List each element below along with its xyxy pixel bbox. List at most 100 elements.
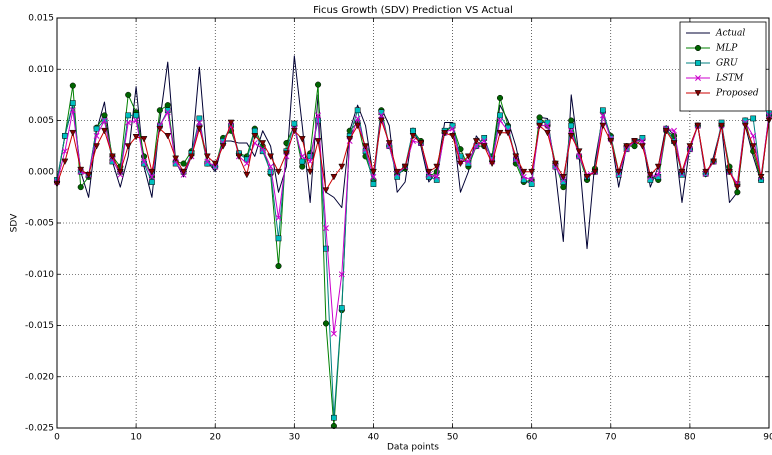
marker bbox=[378, 112, 385, 119]
marker bbox=[354, 115, 361, 122]
marker bbox=[330, 330, 337, 337]
marker bbox=[227, 119, 235, 127]
marker bbox=[331, 414, 337, 421]
marker bbox=[196, 119, 203, 126]
marker bbox=[481, 138, 488, 144]
marker bbox=[61, 158, 69, 166]
marker bbox=[551, 160, 559, 168]
marker bbox=[330, 174, 338, 181]
marker bbox=[520, 173, 527, 180]
marker bbox=[536, 122, 543, 130]
marker bbox=[267, 153, 275, 160]
marker bbox=[670, 140, 678, 147]
marker bbox=[544, 129, 551, 137]
marker bbox=[639, 138, 646, 144]
y-tick-label: 0.000 bbox=[28, 167, 54, 177]
marker bbox=[599, 122, 607, 130]
marker bbox=[204, 158, 211, 165]
marker bbox=[504, 129, 512, 137]
marker bbox=[101, 127, 108, 135]
marker bbox=[299, 153, 306, 160]
marker bbox=[528, 181, 535, 187]
marker bbox=[188, 153, 195, 160]
marker bbox=[733, 184, 741, 191]
marker bbox=[441, 129, 449, 137]
marker bbox=[149, 179, 155, 185]
x-tick-label: 80 bbox=[684, 433, 696, 443]
marker bbox=[496, 94, 504, 101]
marker bbox=[69, 100, 76, 106]
x-tick-label: 50 bbox=[447, 433, 459, 443]
marker bbox=[267, 168, 274, 175]
marker bbox=[568, 117, 575, 124]
marker bbox=[164, 109, 171, 116]
legend: Actual MLP GRU LSTM Proposed bbox=[679, 21, 767, 112]
marker bbox=[132, 134, 140, 141]
marker bbox=[291, 120, 298, 127]
marker bbox=[338, 271, 345, 278]
marker bbox=[377, 117, 385, 125]
y-tick-label: 0.005 bbox=[28, 116, 54, 126]
legend-marker bbox=[695, 60, 701, 66]
marker bbox=[125, 91, 132, 98]
marker bbox=[315, 112, 322, 119]
marker bbox=[283, 150, 290, 157]
marker bbox=[85, 171, 93, 179]
y-axis-label: SDV bbox=[10, 213, 20, 232]
legend-label: Actual bbox=[715, 29, 745, 39]
marker bbox=[528, 168, 536, 176]
marker bbox=[567, 133, 575, 140]
marker bbox=[385, 140, 393, 147]
marker bbox=[631, 138, 638, 145]
marker bbox=[125, 112, 132, 119]
marker bbox=[449, 125, 456, 132]
marker bbox=[599, 112, 606, 119]
legend-label: Proposed bbox=[715, 89, 759, 99]
marker bbox=[671, 127, 678, 134]
marker bbox=[401, 163, 409, 171]
marker bbox=[101, 112, 108, 119]
marker bbox=[141, 158, 147, 165]
x-tick-label: 10 bbox=[130, 433, 142, 443]
marker bbox=[560, 184, 567, 191]
marker bbox=[164, 133, 172, 140]
legend-marker bbox=[694, 44, 702, 52]
marker bbox=[77, 166, 85, 174]
marker bbox=[488, 160, 496, 168]
marker bbox=[244, 156, 250, 163]
marker bbox=[93, 132, 100, 139]
marker bbox=[69, 107, 76, 114]
marker bbox=[124, 143, 132, 150]
legend-label: GRU bbox=[716, 59, 738, 69]
x-tick-label: 0 bbox=[54, 433, 60, 443]
x-tick-label: 40 bbox=[368, 433, 380, 443]
marker bbox=[251, 127, 258, 134]
marker bbox=[449, 133, 456, 140]
marker bbox=[62, 133, 68, 139]
marker bbox=[741, 122, 749, 130]
marker bbox=[338, 163, 346, 171]
marker bbox=[702, 168, 710, 176]
marker bbox=[156, 125, 164, 133]
marker bbox=[472, 138, 480, 145]
x-tick-label: 90 bbox=[763, 433, 772, 443]
x-axis-label: Data points bbox=[387, 443, 439, 453]
marker bbox=[116, 168, 124, 176]
marker bbox=[180, 160, 187, 167]
marker bbox=[591, 168, 599, 176]
marker bbox=[410, 127, 416, 134]
y-tick-label: 0.015 bbox=[28, 14, 54, 24]
marker bbox=[694, 122, 702, 130]
legend-marker bbox=[695, 75, 701, 81]
marker bbox=[290, 127, 298, 135]
marker bbox=[69, 129, 77, 137]
marker bbox=[298, 136, 306, 143]
marker bbox=[156, 107, 163, 114]
marker bbox=[710, 158, 718, 166]
marker bbox=[203, 153, 211, 160]
marker bbox=[370, 168, 377, 176]
marker bbox=[718, 122, 725, 130]
legend-marker bbox=[694, 90, 702, 97]
